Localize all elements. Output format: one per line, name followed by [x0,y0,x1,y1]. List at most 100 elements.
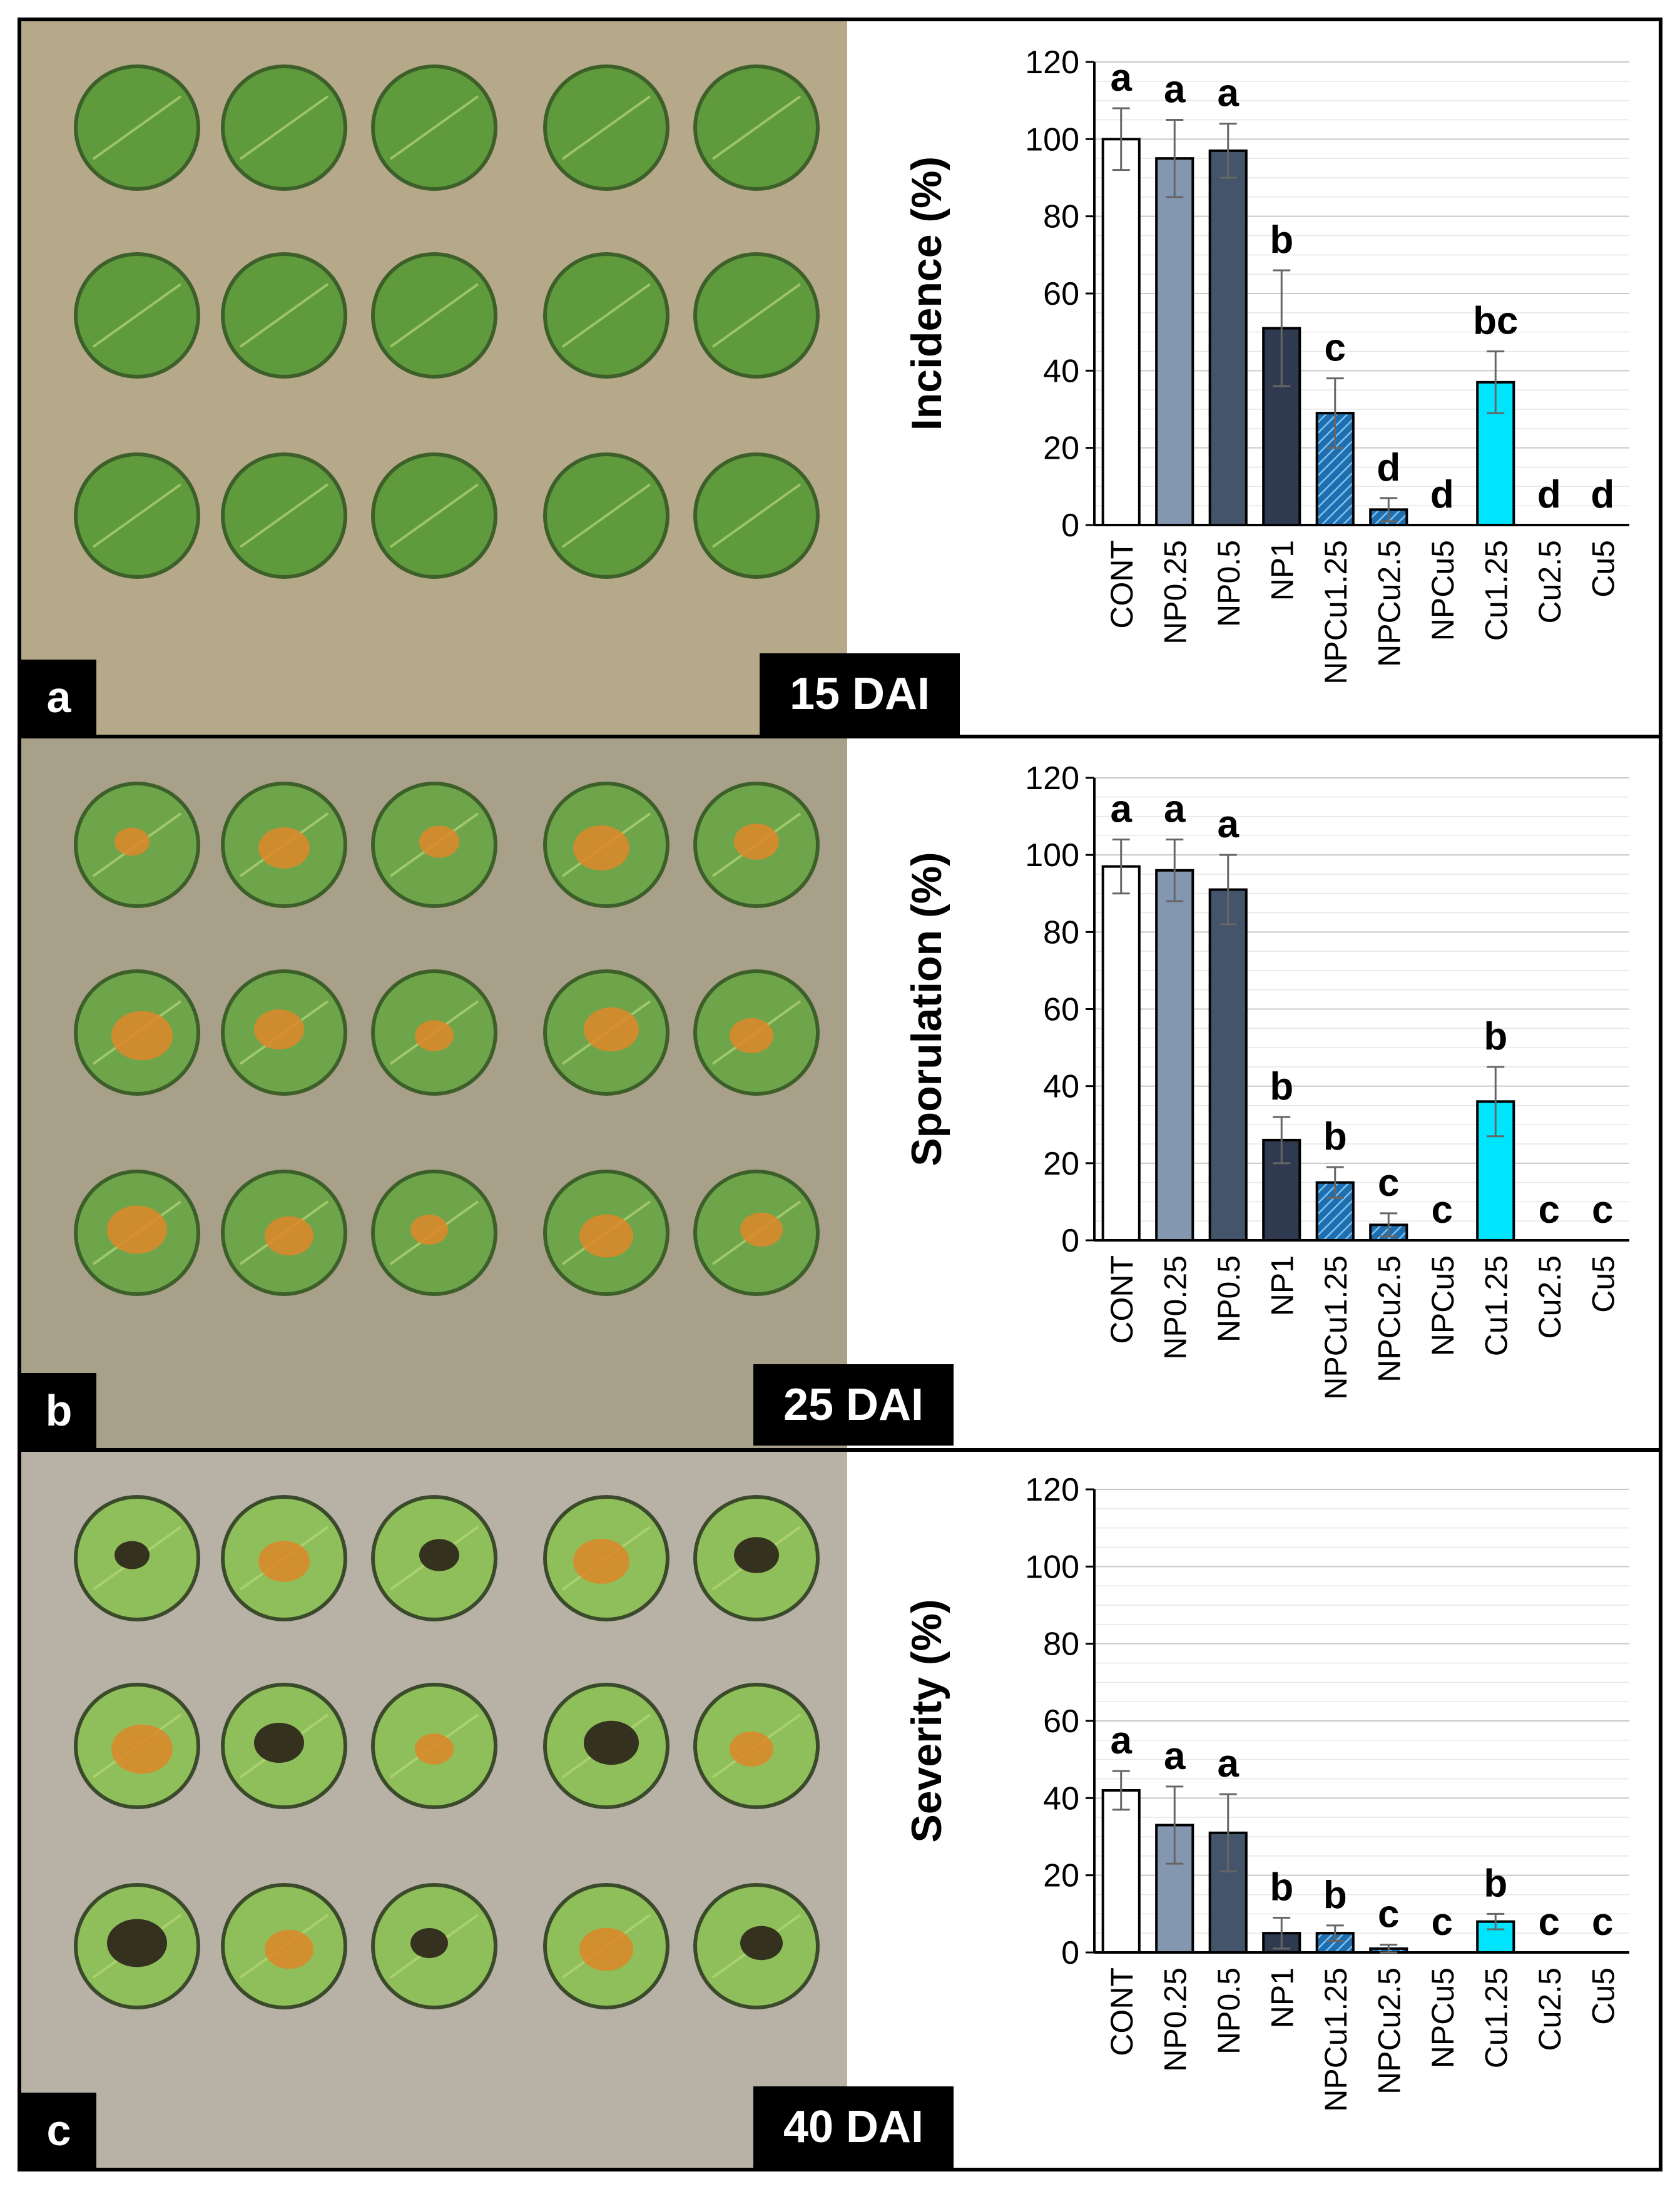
leaf-disc [693,782,820,908]
significance-letter: b [1323,1115,1347,1158]
bar-NP0.5 [1208,888,1248,1242]
leaf-disc [221,252,347,379]
significance-letter: b [1484,1862,1507,1905]
leaf-disc [371,64,497,191]
leaf-disc [693,452,820,579]
chart-sporulation-svg: 0 20 40 60 80 100 120 Sporulation (%) a CONT a NP0.… [903,760,1629,1400]
x-tick-label: NP0.5 [1211,1255,1246,1342]
y-tick-label: 40 [1043,1780,1079,1817]
leaf-disc [371,969,497,1096]
lesion-spot [730,1732,773,1767]
chart-incidence-svg: 0 20 40 60 80 100 120 Incidence (%) a CONT a NP0.25… [903,44,1629,685]
leaf-disc [221,1883,347,2009]
leaf-disc [693,969,820,1096]
lesion-spot [415,1020,454,1051]
leaf-disc [543,1883,669,2009]
x-tick-label: CONT [1104,1255,1139,1344]
leaf-vein [561,483,651,548]
leaf-vein [239,95,329,160]
significance-letter: d [1430,473,1454,516]
significance-letter: b [1270,1065,1293,1108]
significance-letter: a [1164,1735,1186,1778]
significance-letter: a [1111,1719,1133,1762]
lesion-spot [410,1215,448,1245]
x-tick-label: NP0.25 [1158,1967,1193,2072]
significance-letter: c [1539,1188,1560,1232]
lesion-spot [419,1539,459,1571]
leaf-disc [693,1170,820,1296]
lesion-spot [584,1007,639,1052]
significance-letter: c [1592,1901,1613,1944]
leaf-disc [543,1683,669,1809]
significance-letter: d [1537,473,1561,516]
significance-letter: d [1377,446,1400,489]
leaf-disc [371,1683,497,1809]
significance-letter: c [1539,1901,1560,1944]
x-tick-label: NPCu1.25 [1318,1255,1353,1400]
y-tick-label: 120 [1025,760,1079,797]
y-tick-label: 0 [1061,508,1079,544]
x-tick-label: NPCu2.5 [1372,540,1407,667]
bar-CONT [1101,1789,1141,1954]
bar-CONT [1101,865,1141,1242]
leaf-disc [221,1683,347,1809]
y-tick-label: 0 [1061,1223,1079,1259]
x-tick-label: Cu2.5 [1532,1255,1567,1339]
bar-NP0.25 [1155,157,1194,526]
lesion-spot [584,1720,639,1765]
chart-severity: 0 20 40 60 80 100 120 Severity (%) a CONT a NP0.25 a… [847,1452,1659,2168]
leaf-vein [389,283,479,348]
y-tick-label: 60 [1043,276,1079,312]
chart-incidence: 0 20 40 60 80 100 120 Incidence (%) a CONT a NP0.25… [847,21,1659,735]
bar-NP0.25 [1155,869,1194,1242]
lesion-spot [111,1724,173,1774]
lesion-spot [573,825,629,870]
x-tick-label: Cu1.25 [1479,1255,1514,1356]
leaf-disc [74,252,200,379]
lesion-spot [107,1205,167,1254]
lesion-spot [258,827,310,869]
y-axis-label: Incidence (%) [903,156,950,431]
significance-letter: a [1164,68,1186,111]
y-tick-label: 20 [1043,1858,1079,1894]
leaf-disc-photo-a [21,21,847,735]
leaf-disc [693,1683,820,1809]
x-tick-label: Cu5 [1586,1255,1621,1313]
y-tick-label: 20 [1043,1146,1079,1182]
y-axis-label: Sporulation (%) [903,852,950,1166]
leaf-disc [221,1170,347,1296]
leaf-disc [543,969,669,1096]
y-tick-label: 0 [1061,1935,1079,1971]
lesion-spot [111,1011,173,1061]
leaf-disc [543,782,669,908]
x-tick-label: Cu1.25 [1479,540,1514,641]
y-tick-label: 40 [1043,1069,1079,1105]
x-tick-label: NP1 [1265,1255,1300,1316]
leaf-vein [711,95,802,160]
lesion-spot [730,1018,773,1053]
leaf-vein [92,483,182,548]
x-tick-label: NPCu5 [1425,1967,1460,2068]
leaf-disc [221,969,347,1096]
y-tick-label: 80 [1043,1626,1079,1663]
x-tick-label: Cu5 [1586,1967,1621,2025]
x-tick-label: Cu2.5 [1532,540,1567,623]
lesion-spot [740,1212,783,1247]
significance-letter: d [1591,473,1614,516]
x-tick-label: NP1 [1265,540,1300,601]
y-tick-label: 100 [1025,121,1079,158]
x-tick-label: Cu5 [1586,540,1621,598]
leaf-disc [543,452,669,579]
leaf-vein [239,283,329,348]
x-tick-label: CONT [1104,540,1139,629]
leaf-vein [239,483,329,548]
leaf-disc-photo-b-svg [21,738,847,1448]
lesion-spot [115,1541,150,1569]
leaf-disc-photo-a-svg [21,21,847,735]
leaf-disc [221,452,347,579]
x-tick-label: Cu2.5 [1532,1967,1567,2051]
leaf-disc [371,782,497,908]
significance-letter: a [1164,788,1186,831]
x-tick-label: NP0.5 [1211,1967,1246,2054]
x-tick-label: NPCu5 [1425,540,1460,641]
